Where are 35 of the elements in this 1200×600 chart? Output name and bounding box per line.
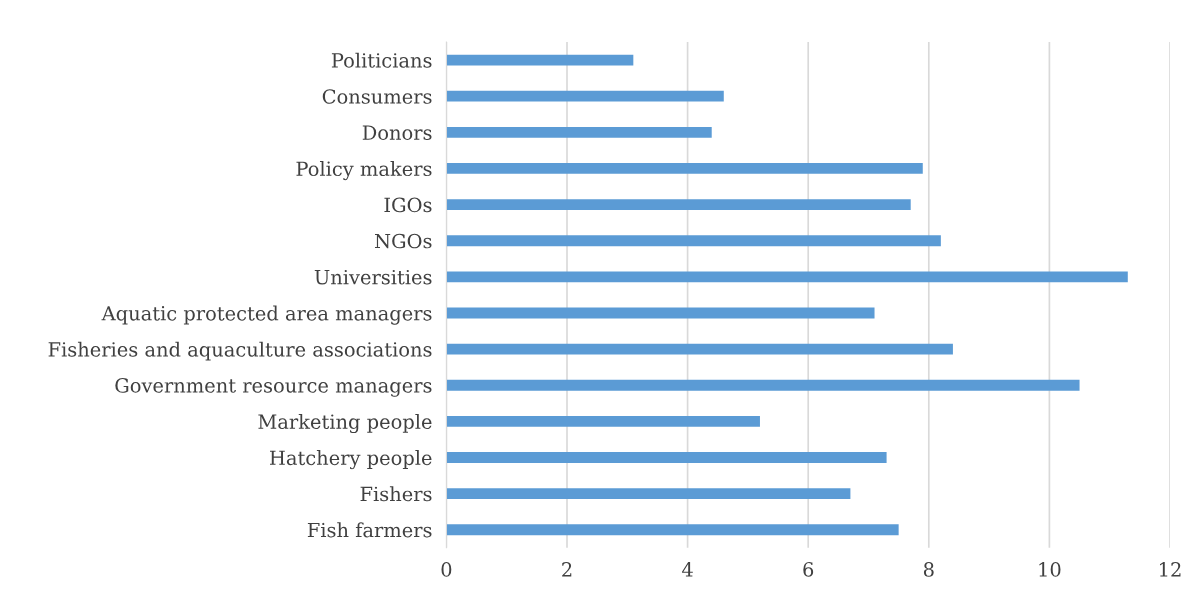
bar [446,488,851,500]
y-tick-label: Aquatic protected area managers [101,305,432,325]
bar [446,524,899,536]
y-tick-label: Fish farmers [307,522,432,538]
y-tick-label: IGOs [384,197,432,213]
y-tick-label: Marketing people [258,413,432,434]
y-tick-label: Politicians [331,52,432,68]
y-tick-label: NGOs [375,233,432,249]
x-tick-label: 4 [682,562,693,577]
y-tick-label: Hatchery people [270,450,432,470]
x-tick-label: 12 [1160,562,1181,577]
bar [446,54,634,66]
x-tick-label: 6 [803,562,814,577]
x-tick-label: 10 [1039,562,1061,577]
y-tick-label: Fisheries and aquaculture associations [48,341,432,361]
bar [446,199,911,210]
y-tick-label: Consumers [322,89,432,104]
bar [446,379,1080,391]
y-tick-label: Government resource managers [115,378,432,397]
bar [446,271,1128,283]
y-tick-label: Universities [314,269,432,285]
bar [446,415,760,427]
x-tick-label: 0 [441,562,452,577]
y-tick-label: Policy makers [296,161,432,181]
bar [446,307,875,319]
bar [446,126,712,138]
bar [446,235,941,247]
bar [446,452,887,463]
bar [446,163,923,174]
y-tick-label: Donors [362,125,432,140]
y-tick-label: Fishers [360,486,432,502]
bar [446,343,953,355]
x-tick-label: 8 [923,562,934,577]
x-tick-label: 2 [562,562,572,577]
bar [446,90,724,102]
